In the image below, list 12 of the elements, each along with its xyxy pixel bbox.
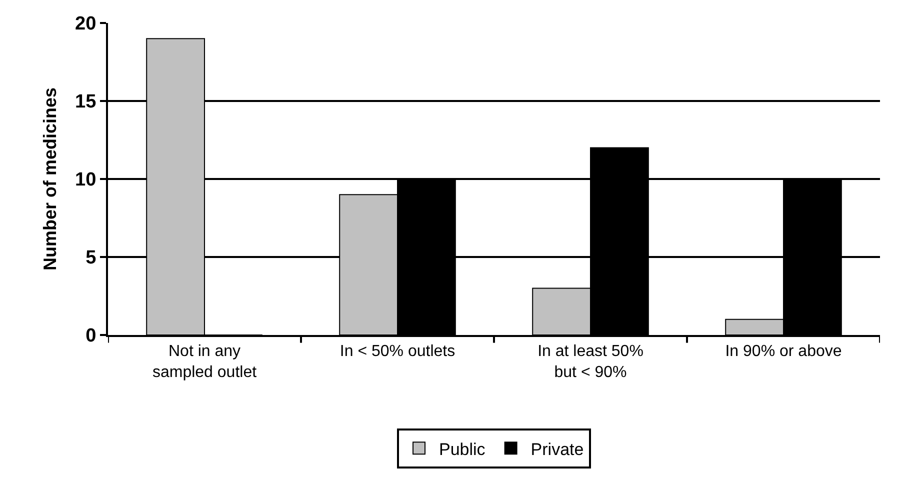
x-tick-label: In at least 50% but < 90% <box>538 343 644 381</box>
y-tick-label: 0 <box>86 326 96 347</box>
y-tick-label: 15 <box>75 92 97 113</box>
x-tick-label: Not in any sampled outlet <box>152 343 258 381</box>
legend-label: Public <box>439 440 486 459</box>
x-tick-label: In 90% or above <box>725 343 842 360</box>
x-tick-label: In < 50% outlets <box>340 343 456 360</box>
y-tick-label: 20 <box>75 14 96 35</box>
y-tick-label: 5 <box>86 248 97 269</box>
legend-label: Private <box>530 440 584 459</box>
y-axis-title: Number of medicines <box>40 87 60 271</box>
y-tick-label: 10 <box>75 170 96 191</box>
